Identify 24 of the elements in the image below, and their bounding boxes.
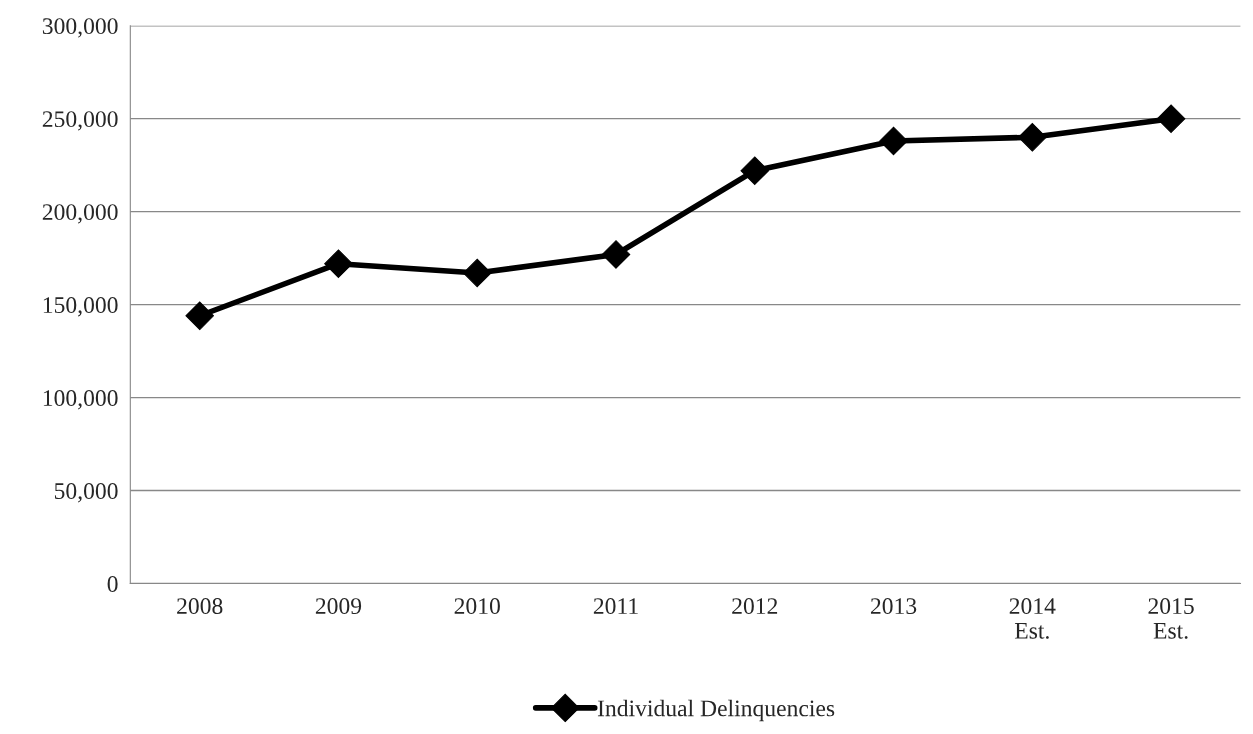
x-tick-label: 2009: [315, 598, 362, 615]
point: [601, 240, 631, 269]
x-tick-label: 2014 Est.: [1009, 598, 1056, 639]
x-tick-label: 2008: [177, 598, 223, 615]
point: [1156, 104, 1186, 133]
point: [462, 258, 492, 288]
point: [324, 249, 353, 278]
point: [185, 301, 214, 331]
x-tick-label: 2012: [732, 598, 778, 615]
x-tick-label: 2011: [593, 598, 638, 615]
point: [1018, 122, 1047, 152]
y-tick-label: 300,000: [42, 18, 118, 38]
x-tick-label: 2010: [454, 598, 500, 615]
y-tick-label: 150,000: [43, 297, 118, 317]
legend-label: Individual Delinquencies: [597, 699, 835, 722]
point: [740, 156, 770, 185]
x-tick-label: 2013: [870, 598, 917, 615]
y-tick-label: 250,000: [42, 111, 118, 131]
point: [879, 126, 908, 156]
y-tick-label: 50,000: [54, 483, 118, 503]
y-tick-label: 200,000: [42, 204, 118, 224]
x-tick-label: 2015 Est.: [1148, 598, 1194, 639]
y-tick-label: 0: [107, 576, 118, 592]
y-tick-label: 100,000: [43, 390, 118, 410]
